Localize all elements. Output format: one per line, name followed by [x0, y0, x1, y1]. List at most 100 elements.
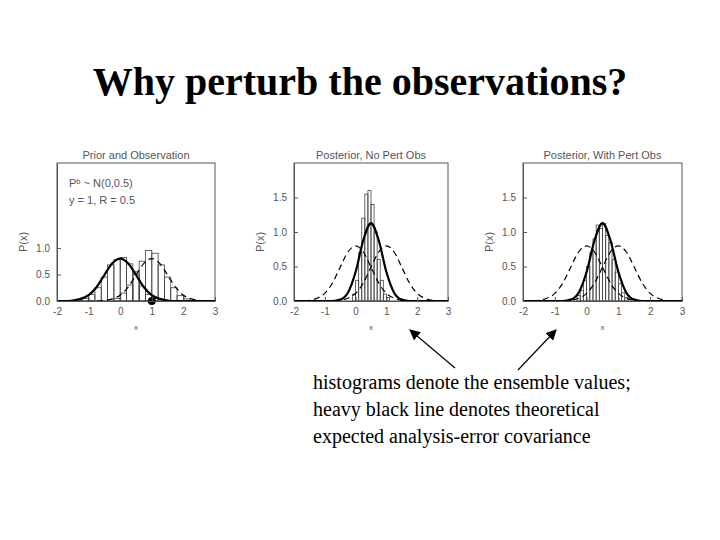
- x-tick-label: -2: [53, 306, 62, 317]
- x-tick: 0: [118, 297, 124, 317]
- x-tick: 1: [150, 297, 156, 317]
- plot-frame: [294, 163, 448, 301]
- x-tick: 2: [648, 297, 654, 317]
- y-tick-mark: [57, 301, 61, 302]
- panel-title: Posterior, With Pert Obs: [544, 149, 662, 161]
- y-tick: 1.0: [502, 227, 527, 238]
- y-tick-mark: [523, 301, 527, 302]
- histogram-bar: [362, 218, 365, 301]
- x-axis-title: x: [601, 323, 605, 332]
- y-axis: 0.00.51.01.5: [273, 164, 298, 307]
- y-tick-label: 0.5: [273, 261, 287, 272]
- y-tick-label: 0.0: [502, 296, 516, 307]
- y-tick-mark: [294, 232, 298, 233]
- y-axis-line: [57, 164, 58, 302]
- y-tick-mark: [294, 267, 298, 268]
- x-tick-mark: [120, 297, 121, 301]
- histogram-bar: [380, 280, 383, 301]
- x-tick-mark: [555, 297, 556, 301]
- histogram-bar: [95, 288, 101, 301]
- x-tick-mark: [152, 297, 153, 301]
- x-tick-label: 2: [181, 306, 187, 317]
- x-tick-mark: [325, 297, 326, 301]
- panel: -2-101230.00.51.01.5Posterior, No Pert O…: [254, 149, 452, 332]
- slide-title: Why perturb the observations?: [93, 59, 627, 104]
- histogram-bar: [612, 260, 615, 301]
- histogram-bar: [615, 272, 618, 301]
- x-axis-line: [58, 301, 216, 302]
- histogram-bar: [164, 277, 170, 301]
- x-axis-line: [524, 301, 683, 302]
- x-tick-mark: [183, 297, 184, 301]
- x-tick: -1: [321, 297, 330, 317]
- plot-frame: [57, 163, 215, 301]
- x-tick-mark: [618, 297, 619, 301]
- y-axis-title: P(x): [17, 232, 29, 252]
- y-tick: 0.5: [502, 261, 527, 272]
- histogram-bar: [606, 235, 609, 301]
- x-tick: 3: [446, 297, 452, 317]
- x-tick-label: 0: [118, 306, 124, 317]
- x-tick-mark: [386, 297, 387, 301]
- y-tick: 1.0: [273, 227, 298, 238]
- panel: -2-101230.00.51.01.5Posterior, With Pert…: [483, 149, 686, 332]
- x-axis-line: [295, 301, 449, 302]
- x-tick: 2: [415, 297, 421, 317]
- x-tick: -1: [551, 297, 560, 317]
- x-tick-label: 2: [415, 306, 421, 317]
- histogram-bar: [371, 204, 374, 301]
- plot-area: [294, 191, 448, 301]
- x-tick-label: 3: [446, 306, 452, 317]
- y-axis-title: P(x): [483, 232, 495, 252]
- plot-area: [57, 251, 215, 305]
- x-tick-label: -1: [85, 306, 94, 317]
- y-tick-label: 1.0: [273, 227, 287, 238]
- dashed-curve: [294, 246, 448, 301]
- caption-line: heavy black line denotes theoretical: [313, 398, 600, 421]
- plot-area: [523, 223, 682, 301]
- y-tick: 1.5: [502, 192, 527, 203]
- panel-title: Posterior, No Pert Obs: [316, 149, 427, 161]
- x-tick-label: 2: [648, 306, 654, 317]
- x-axis: -2-10123: [290, 297, 452, 317]
- x-tick: 0: [353, 297, 359, 317]
- y-tick: 1.0: [36, 243, 61, 254]
- x-tick-label: 1: [150, 306, 156, 317]
- panel-title: Prior and Observation: [83, 149, 190, 161]
- x-tick-label: 3: [213, 306, 219, 317]
- y-tick: 0.0: [273, 296, 298, 307]
- y-tick: 0.0: [502, 296, 527, 307]
- panel: -2 -1 0 1 2 3 0.0 0.5 1.0 Prior and Observation x P…: [17, 149, 219, 332]
- x-tick-mark: [89, 297, 90, 301]
- solid-curve: [294, 223, 448, 301]
- histogram-bar: [622, 293, 625, 301]
- solid-curve: [523, 223, 682, 301]
- x-tick-label: 1: [384, 306, 390, 317]
- histogram-bar: [599, 229, 602, 301]
- plot-frame: [523, 163, 682, 301]
- x-axis-title: x: [369, 323, 373, 332]
- y-tick-mark: [57, 248, 61, 249]
- histogram-bar: [356, 280, 359, 301]
- histogram-bar: [386, 298, 389, 301]
- x-tick: 0: [584, 297, 590, 317]
- x-axis: -2-10123: [519, 297, 686, 317]
- annotation: Pᵇ ~ N(0,0.5): [69, 177, 133, 189]
- y-tick-mark: [294, 198, 298, 199]
- slide: Why perturb the observations? -2 -1 0 1 2 3 0.0…: [0, 0, 720, 540]
- x-axis: -2 -1 0 1 2 3: [53, 297, 219, 317]
- dashed-curve: [294, 246, 448, 301]
- y-tick-mark: [523, 232, 527, 233]
- x-tick-label: 0: [353, 306, 359, 317]
- x-tick: 1: [616, 297, 622, 317]
- dashed-curve: [523, 246, 682, 301]
- y-tick: 0.0: [36, 296, 61, 307]
- x-axis-title: x: [134, 323, 138, 332]
- y-tick: 0.5: [36, 269, 61, 280]
- histogram-bar: [101, 277, 107, 301]
- y-axis: 0.0 0.5 1.0 1.5: [502, 164, 527, 307]
- histogram-bar: [114, 260, 120, 301]
- histogram-bar: [383, 294, 386, 301]
- x-tick: 3: [680, 297, 686, 317]
- y-tick-label: 1.0: [36, 243, 50, 254]
